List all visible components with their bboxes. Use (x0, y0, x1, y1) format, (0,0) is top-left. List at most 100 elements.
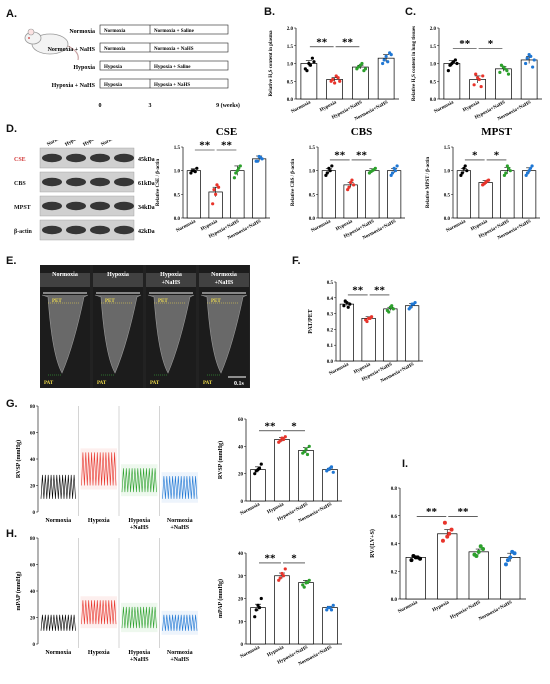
chart-sig-star: ** (221, 139, 233, 151)
chart-sig-star: ** (426, 506, 438, 518)
chart-point (448, 63, 452, 67)
chart-tick-label: 0.4 (327, 297, 334, 302)
chart-point (253, 615, 257, 619)
chart-sig-star: * (291, 552, 297, 564)
echo-speckle (199, 273, 249, 287)
chart-y-label: PAT/PET (308, 309, 314, 333)
chart-point (502, 173, 507, 177)
chart-category-label: Hypoxia (267, 502, 286, 515)
chart-point (280, 571, 284, 576)
chart-point (392, 166, 396, 170)
trace-y-label: mPAP (mmHg) (15, 571, 22, 610)
echo-speckle (93, 273, 143, 287)
chart-lung-h2s: 0.0 0.5 1.0 1.5 2.0 Relative H₂S content in l… (412, 26, 542, 122)
chart-point (305, 580, 310, 585)
design-timeline-bar (99, 60, 229, 71)
chart-tick-label: 0.5 (174, 193, 181, 198)
chart-point (510, 549, 515, 554)
chart-bar (365, 170, 380, 219)
chart-point (389, 53, 393, 57)
wb-lane-label: Normoxia + NaHS (101, 140, 138, 148)
chart-tick-label: 0.0 (444, 217, 451, 222)
chart-y-label: Relative MPST / β-actin (426, 157, 431, 209)
wb-kda-label: 42kDa (138, 229, 155, 235)
chart-point (347, 185, 351, 189)
chart-category-label: Normoxia (434, 100, 456, 115)
chart-tick-label: 0.8 (391, 487, 398, 492)
chart-bar (387, 170, 402, 219)
chart-plasma-h2s: 0.0 0.5 1.0 1.5 2.0 Relative H₂S content in p… (269, 27, 399, 122)
chart-bar (443, 63, 461, 100)
chart-point (331, 470, 335, 474)
chart-point (302, 450, 306, 454)
wb-band (90, 225, 110, 235)
chart-point (326, 467, 330, 472)
chart-sig-star: ** (342, 36, 354, 48)
chart-point (237, 166, 241, 170)
chart-point (214, 192, 218, 196)
chart-point (193, 170, 197, 174)
chart-point (481, 74, 485, 78)
chart-tick-label: 20 (238, 598, 244, 603)
chart-point (235, 169, 239, 173)
chart-point (308, 63, 313, 67)
chart-point (446, 69, 450, 73)
trace-waveform (121, 606, 157, 629)
chart-point (349, 180, 353, 185)
chart-point (386, 60, 390, 64)
chart-sig-star: * (494, 149, 500, 161)
chart-point (462, 166, 466, 170)
chart-point (343, 299, 347, 303)
chart-point (472, 83, 476, 87)
design-phase2: Hypoxia + NaHS (154, 83, 190, 88)
echo-pet-label: PET (105, 299, 115, 304)
panel-label-i: I. (402, 458, 409, 470)
chart-point (505, 164, 509, 168)
chart-tick-label: 0.5 (430, 80, 437, 85)
chart-y-label: Relative H₂S content in plasma (269, 30, 274, 96)
chart-tick-label: 0.0 (287, 98, 294, 103)
design-phase2: Hypoxia + Saline (154, 65, 191, 70)
chart-category-label: Normoxia (291, 100, 313, 115)
chart-point (348, 302, 352, 306)
chart-bar (298, 450, 314, 502)
chart-point (350, 178, 354, 182)
design-phase1: Hypoxia (104, 65, 123, 70)
panel-label-a: A. (6, 8, 17, 20)
chart-point (346, 188, 350, 192)
chart-tick-label: 1.0 (309, 170, 316, 175)
trace-group-label: Normoxia (45, 518, 71, 524)
design-phase1: Normoxia (104, 29, 126, 34)
wb-band (66, 153, 86, 163)
chart-point (216, 185, 221, 189)
chart-point (195, 166, 199, 170)
chart-tick-label: 60 (238, 418, 244, 423)
chart-sig-star: ** (458, 506, 470, 518)
chart-point (485, 179, 489, 183)
chart-tick-label: 0.5 (309, 193, 316, 198)
chart-point (411, 553, 416, 558)
design-group-label: Normoxia (69, 29, 95, 35)
chart-point (531, 65, 535, 69)
trace-tick-label: 60 (30, 564, 36, 569)
chart-point (330, 164, 334, 168)
trace-waveform (81, 452, 117, 486)
chart-point (382, 58, 386, 62)
chart-point (409, 558, 414, 563)
chart-point (305, 69, 309, 73)
chart-point (529, 54, 533, 59)
chart-tick-label: 1.0 (430, 63, 437, 68)
chart-rv-ratio: 0.00.20.40.60.8RV/(LV+S)Normoxia Hypoxia H… (369, 487, 526, 622)
chart-point (474, 553, 479, 558)
echo-doppler-envelope (147, 294, 195, 374)
echo-scale-label: 0.1s (234, 381, 245, 387)
chart-point (411, 302, 416, 306)
chart-point (212, 188, 216, 192)
wb-protein-label: MPST (14, 205, 31, 211)
chart-point (384, 54, 388, 59)
chart-sig-star: ** (334, 149, 346, 161)
chart-tick-label: 40 (238, 552, 244, 557)
chart-y-label: Relative CSE / β-actin (156, 159, 161, 206)
